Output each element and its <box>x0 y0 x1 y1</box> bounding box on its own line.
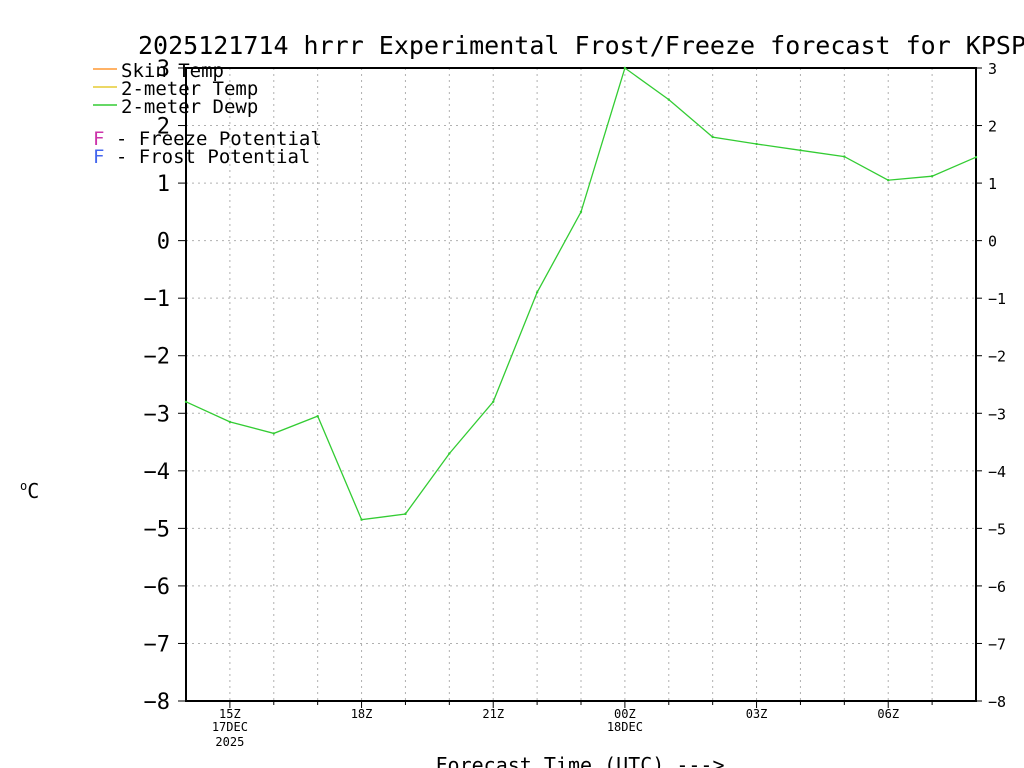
y-tick-label-left: −4 <box>144 460 171 485</box>
x-axis-label: Forecast Time (UTC) ---> <box>436 753 725 768</box>
data-point <box>184 400 188 403</box>
x-tick-date: 17DEC <box>212 720 248 734</box>
data-point <box>667 98 670 101</box>
y-tick-label-left: 2 <box>157 115 170 140</box>
data-point <box>492 400 495 403</box>
data-point <box>404 512 407 516</box>
legend-potential-letter: F <box>93 128 104 150</box>
x-tick-label: 15Z <box>219 707 241 721</box>
legend-label: Skin Temp <box>121 60 224 82</box>
y-tick-label-left: −1 <box>144 287 171 312</box>
x-tick-date: 18DEC <box>607 720 643 734</box>
y-tick-label-right: −3 <box>988 405 1006 423</box>
y-tick-label-left: 3 <box>157 57 170 82</box>
data-point <box>272 432 275 435</box>
data-point <box>228 420 232 424</box>
y-axis-label: oC <box>20 479 39 503</box>
y-tick-label-right: −8 <box>988 693 1006 711</box>
y-tick-label-left: 1 <box>157 172 170 197</box>
x-tick-label: 03Z <box>746 707 768 721</box>
series-layer <box>184 66 978 521</box>
chart-title: 2025121714 hrrr Experimental Frost/Freez… <box>138 31 1024 60</box>
data-point <box>843 155 846 158</box>
y-tick-label-left: −5 <box>144 517 171 542</box>
y-tick-label-right: −6 <box>988 578 1006 596</box>
y-tick-label-left: −2 <box>144 345 171 370</box>
legend-potential-text: - Frost Potential <box>104 146 310 168</box>
data-point <box>360 518 363 521</box>
y-tick-label-right: −2 <box>988 348 1006 366</box>
y-axis-label-unit: C <box>27 479 39 503</box>
legend-potential-text: - Freeze Potential <box>104 128 321 150</box>
data-point <box>799 149 802 152</box>
data-point <box>930 174 934 178</box>
x-tick-label: 06Z <box>877 707 899 721</box>
legend-potential-letter: F <box>93 146 104 168</box>
y-axis-ticks: −8 −8 −7 −7 −6 −6 −5 −5 −4 −4 −3 −3 −2 −2 −1 −1 0 0 1 1 2 2 3 3 <box>144 57 1007 715</box>
data-point <box>623 66 627 70</box>
y-tick-label-right: 2 <box>988 118 997 136</box>
x-tick-label: 21Z <box>482 707 504 721</box>
legend-potential: F - Frost Potential <box>93 146 310 168</box>
data-point <box>535 291 539 294</box>
y-axis-label-degree: o <box>20 479 27 493</box>
data-point <box>755 142 758 146</box>
x-tick-label: 00Z <box>614 707 636 721</box>
y-tick-label-left: −6 <box>144 575 171 600</box>
y-tick-label-right: −4 <box>988 463 1006 481</box>
y-tick-label-right: 3 <box>988 60 997 78</box>
legend-label: 2-meter Temp <box>121 78 258 100</box>
x-tick-label: 18Z <box>351 707 373 721</box>
data-point <box>448 452 451 455</box>
y-tick-label-left: 0 <box>157 230 170 255</box>
legend-label: 2-meter Dewp <box>121 96 258 118</box>
y-tick-label-right: 1 <box>988 175 997 193</box>
y-tick-label-right: −7 <box>988 635 1006 653</box>
legend-potential: F - Freeze Potential <box>93 128 322 150</box>
y-tick-label-right: −5 <box>988 520 1006 538</box>
data-point <box>579 210 583 214</box>
y-tick-label-left: −3 <box>144 402 171 427</box>
data-point <box>316 414 319 418</box>
x-tick-year: 2025 <box>215 735 244 749</box>
y-tick-label-right: −1 <box>988 290 1006 308</box>
data-point <box>887 179 890 182</box>
data-point <box>974 155 978 159</box>
y-tick-label-left: −7 <box>144 632 171 657</box>
y-tick-label-left: −8 <box>144 690 171 715</box>
y-tick-label-right: 0 <box>988 233 997 251</box>
data-point <box>711 135 714 139</box>
